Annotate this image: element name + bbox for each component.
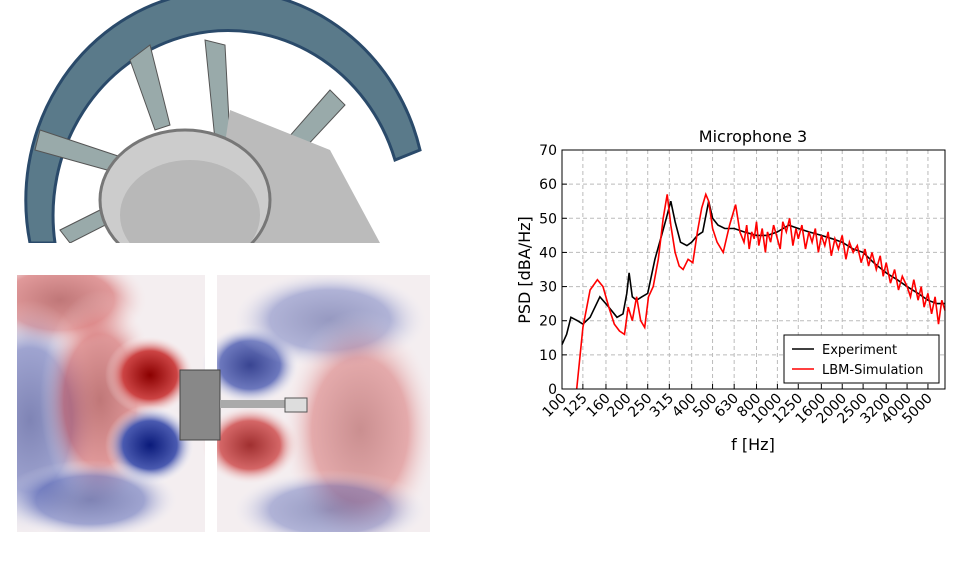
y-tick-label: 40 [539, 245, 557, 261]
plot-frame [561, 149, 946, 390]
y-tick-label: 20 [539, 314, 557, 330]
chart: Microphone 3 f [Hz] PSD [dBA/Hz] 0 10 20 30… [515, 127, 946, 454]
y-tick-label: 0 [548, 382, 557, 398]
series-line [561, 200, 945, 345]
x-axis-label: f [Hz] [731, 435, 775, 454]
y-tick-label: 10 [539, 348, 557, 364]
chart-title: Microphone 3 [699, 127, 807, 146]
fan-image [0, 0, 430, 273]
y-tick-label: 60 [539, 177, 557, 193]
y-tick-label: 70 [539, 143, 557, 159]
legend-box [783, 334, 940, 384]
legend-label: LBM-Simulation [822, 363, 923, 378]
y-tick-label: 30 [539, 280, 557, 296]
legend: Experiment LBM-Simulation [783, 334, 940, 384]
legend-label: Experiment [822, 343, 897, 358]
y-tick-label: 50 [539, 211, 557, 227]
y-axis-label: PSD [dBA/Hz] [515, 216, 534, 324]
field-image [17, 275, 430, 532]
series-line [575, 192, 946, 390]
